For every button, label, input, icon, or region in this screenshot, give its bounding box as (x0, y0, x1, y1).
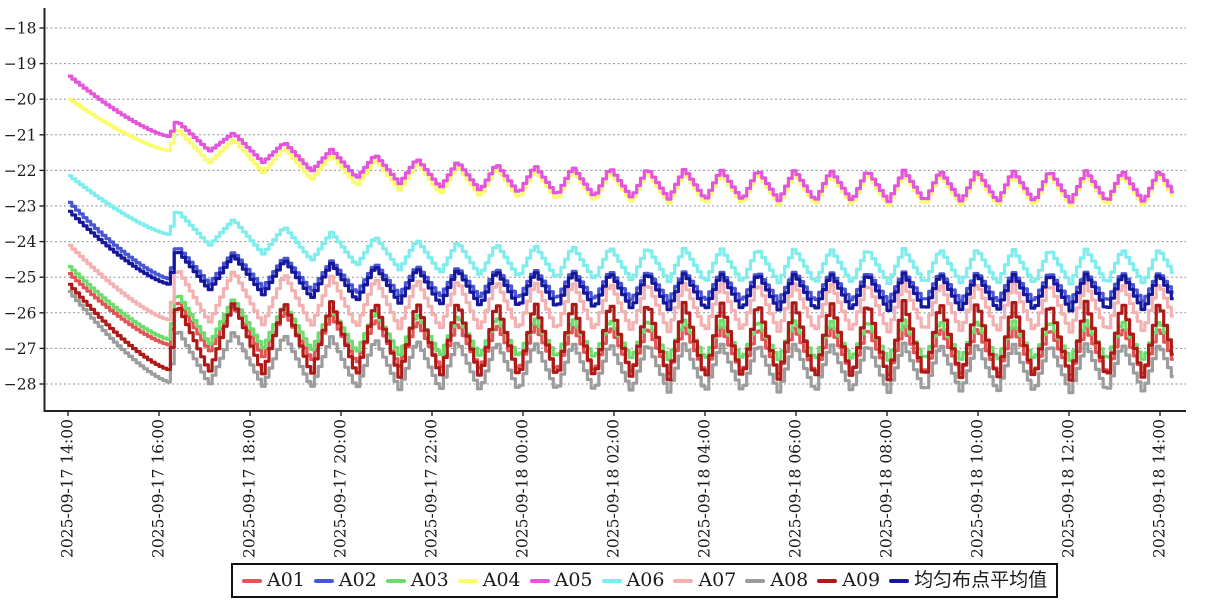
series-line-A06 (68, 174, 1174, 286)
y-tick-label: −18 (4, 20, 37, 38)
x-tick-label: 2025-09-18 12:00 (1060, 419, 1078, 558)
y-tick-label: −21 (4, 126, 37, 144)
legend-label: A04 (482, 569, 521, 591)
legend-swatch (242, 578, 262, 583)
x-tick-label: 2025-09-18 00:00 (514, 419, 532, 558)
legend-label: A05 (554, 569, 593, 591)
legend-item-A09: A09 (817, 571, 880, 590)
legend-label: A09 (842, 569, 881, 591)
x-tick-label: 2025-09-18 10:00 (969, 419, 987, 558)
legend-swatch (529, 578, 550, 583)
x-tick-label: 2025-09-17 16:00 (150, 419, 168, 558)
y-tick-label: −20 (4, 91, 37, 109)
y-tick-label: −23 (4, 198, 37, 216)
legend-item-A04: A04 (457, 569, 521, 591)
legend-label: A06 (626, 569, 665, 591)
series-line-均匀布点平均值 (68, 209, 1174, 313)
x-tick-label: 2025-09-18 14:00 (1151, 419, 1169, 558)
y-tick-label: −24 (4, 233, 37, 251)
legend-swatch (313, 578, 334, 583)
x-tick-label: 2025-09-17 14:00 (59, 419, 77, 558)
x-tick-label: 2025-09-18 02:00 (605, 419, 623, 558)
legend-label: A07 (698, 569, 737, 591)
y-tick-label: −25 (4, 269, 37, 287)
legend-label: A02 (338, 569, 377, 591)
legend-swatch (889, 578, 910, 583)
series-line-A09 (68, 282, 1174, 382)
series-line-A01 (68, 272, 1174, 377)
legend-item-A07: A07 (673, 571, 736, 590)
legend: A01 A02 A03 A04 A05 A06 A07 A08 A09 均匀布点平均值 (231, 563, 1059, 598)
x-tick-label: 2025-09-17 20:00 (332, 419, 350, 558)
y-tick-label: −27 (4, 340, 37, 358)
legend-swatch (601, 578, 622, 583)
series-line-A04 (68, 97, 1174, 208)
x-tick-label: 2025-09-17 22:00 (423, 419, 441, 558)
legend-swatch (745, 578, 766, 583)
legend-item-均匀布点平均值: 均匀布点平均值 (889, 571, 1047, 590)
series-line-A07 (68, 243, 1174, 334)
y-tick-label: −28 (4, 376, 37, 394)
x-tick-label: 2025-09-18 04:00 (696, 419, 714, 558)
legend-label: A03 (410, 569, 449, 591)
legend-label: A01 (267, 569, 305, 591)
legend-swatch (817, 578, 838, 583)
legend-item-A03: A03 (385, 569, 449, 591)
legend-swatch (673, 578, 694, 583)
legend-label: A08 (770, 569, 809, 591)
y-tick-label: −26 (4, 304, 37, 322)
legend-item-A02: A02 (313, 569, 377, 591)
legend-label: 均匀布点平均值 (914, 569, 1048, 591)
legend-item-A08: A08 (745, 571, 808, 590)
y-tick-label: −22 (4, 162, 37, 180)
legend-item-A06: A06 (601, 569, 665, 591)
series-line-A08 (68, 289, 1174, 395)
series-line-A05 (68, 74, 1174, 204)
legend-item-A01: A01 (242, 571, 305, 590)
y-tick-label: −19 (4, 55, 37, 73)
legend-swatch (385, 578, 406, 583)
legend-swatch (457, 578, 478, 583)
x-tick-label: 2025-09-17 18:00 (241, 419, 259, 558)
x-tick-label: 2025-09-18 08:00 (878, 419, 896, 558)
x-tick-label: 2025-09-18 06:00 (787, 419, 805, 558)
legend-item-A05: A05 (529, 569, 593, 591)
